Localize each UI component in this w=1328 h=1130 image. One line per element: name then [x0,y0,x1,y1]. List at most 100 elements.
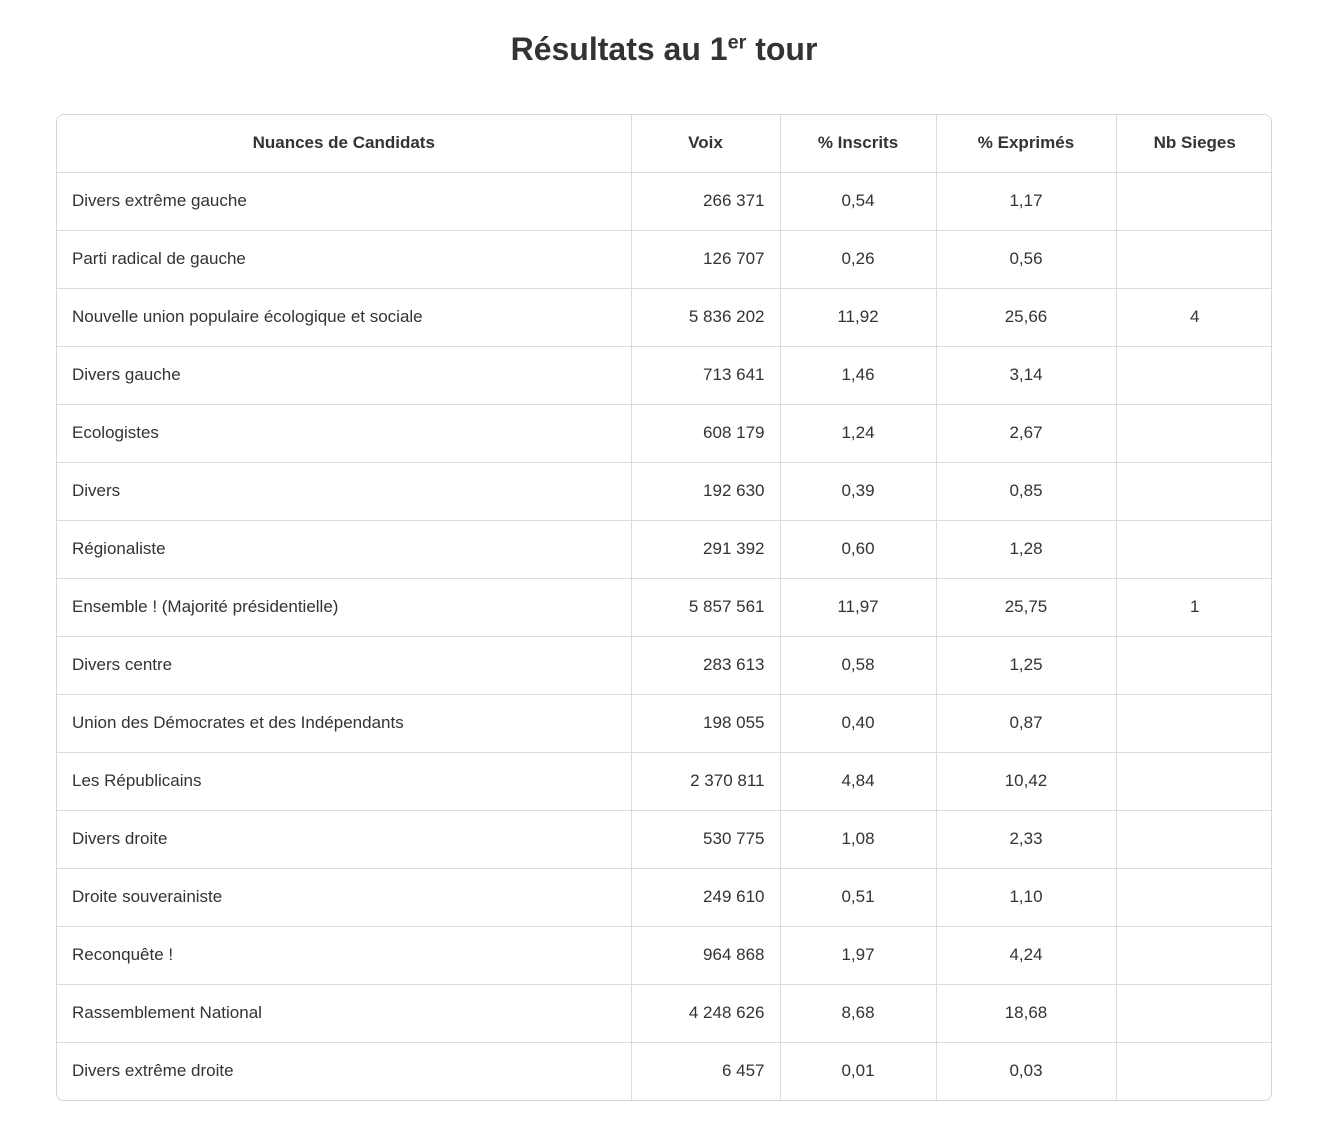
sieges-cell [1116,693,1271,752]
header-row: Nuances de Candidats Voix % Inscrits % E… [57,115,1271,172]
exprimes-cell: 25,75 [936,577,1117,636]
inscrits-cell: 1,24 [780,403,937,462]
column-header-sieges: Nb Sieges [1116,115,1271,172]
table-row: Divers 192 630 0,39 0,85 [57,461,1271,520]
nuance-cell: Ecologistes [57,403,632,462]
results-table: Nuances de Candidats Voix % Inscrits % E… [57,115,1271,1100]
exprimes-cell: 1,28 [936,519,1117,578]
page-title: Résultats au 1er tour [0,28,1328,70]
sieges-cell [1116,461,1271,520]
table-row: Droite souverainiste 249 610 0,51 1,10 [57,867,1271,926]
table-row: Reconquête ! 964 868 1,97 4,24 [57,925,1271,984]
exprimes-cell: 1,10 [936,867,1117,926]
nuance-cell: Régionaliste [57,519,632,578]
sieges-cell [1116,751,1271,810]
sieges-cell [1116,171,1271,230]
exprimes-cell: 0,56 [936,229,1117,288]
table-row: Divers centre 283 613 0,58 1,25 [57,635,1271,694]
inscrits-cell: 0,58 [780,635,937,694]
column-header-exprimes: % Exprimés [936,115,1117,172]
inscrits-cell: 0,39 [780,461,937,520]
table-row: Régionaliste 291 392 0,60 1,28 [57,519,1271,578]
voix-cell: 6 457 [631,1041,781,1100]
nuance-cell: Divers extrême gauche [57,171,632,230]
voix-cell: 192 630 [631,461,781,520]
exprimes-cell: 4,24 [936,925,1117,984]
inscrits-cell: 0,51 [780,867,937,926]
table-row: Union des Démocrates et des Indépendants… [57,693,1271,752]
table-body: Divers extrême gauche 266 371 0,54 1,17 Part… [57,171,1271,1100]
table-row: Rassemblement National 4 248 626 8,68 18,68 [57,983,1271,1042]
nuance-cell: Divers centre [57,635,632,694]
exprimes-cell: 2,33 [936,809,1117,868]
sieges-cell [1116,983,1271,1042]
voix-cell: 283 613 [631,635,781,694]
sieges-cell [1116,635,1271,694]
voix-cell: 530 775 [631,809,781,868]
inscrits-cell: 0,40 [780,693,937,752]
sieges-cell: 1 [1116,577,1271,636]
table-row: Les Républicains 2 370 811 4,84 10,42 [57,751,1271,810]
nuance-cell: Droite souverainiste [57,867,632,926]
sieges-cell [1116,345,1271,404]
table-row: Parti radical de gauche 126 707 0,26 0,56 [57,229,1271,288]
exprimes-cell: 10,42 [936,751,1117,810]
exprimes-cell: 25,66 [936,287,1117,346]
inscrits-cell: 1,46 [780,345,937,404]
sieges-cell [1116,809,1271,868]
nuance-cell: Union des Démocrates et des Indépendants [57,693,632,752]
table-header: Nuances de Candidats Voix % Inscrits % E… [57,115,1271,172]
sieges-cell [1116,867,1271,926]
voix-cell: 198 055 [631,693,781,752]
table-row: Divers droite 530 775 1,08 2,33 [57,809,1271,868]
voix-cell: 713 641 [631,345,781,404]
inscrits-cell: 0,60 [780,519,937,578]
table-row: Divers gauche 713 641 1,46 3,14 [57,345,1271,404]
nuance-cell: Divers extrême droite [57,1041,632,1100]
sieges-cell [1116,925,1271,984]
column-header-nuances: Nuances de Candidats [57,115,632,172]
exprimes-cell: 0,85 [936,461,1117,520]
nuance-cell: Nouvelle union populaire écologique et s… [57,287,632,346]
table-row: Ecologistes 608 179 1,24 2,67 [57,403,1271,462]
exprimes-cell: 0,87 [936,693,1117,752]
exprimes-cell: 3,14 [936,345,1117,404]
voix-cell: 964 868 [631,925,781,984]
exprimes-cell: 1,17 [936,171,1117,230]
voix-cell: 2 370 811 [631,751,781,810]
sieges-cell: 4 [1116,287,1271,346]
nuance-cell: Divers droite [57,809,632,868]
inscrits-cell: 1,08 [780,809,937,868]
nuance-cell: Rassemblement National [57,983,632,1042]
column-header-inscrits: % Inscrits [780,115,937,172]
voix-cell: 249 610 [631,867,781,926]
page-title-suffix: tour [746,31,818,67]
sieges-cell [1116,403,1271,462]
table-row: Divers extrême gauche 266 371 0,54 1,17 [57,171,1271,230]
inscrits-cell: 0,01 [780,1041,937,1100]
inscrits-cell: 11,92 [780,287,937,346]
exprimes-cell: 0,03 [936,1041,1117,1100]
inscrits-cell: 4,84 [780,751,937,810]
exprimes-cell: 1,25 [936,635,1117,694]
voix-cell: 608 179 [631,403,781,462]
inscrits-cell: 0,26 [780,229,937,288]
nuance-cell: Parti radical de gauche [57,229,632,288]
voix-cell: 126 707 [631,229,781,288]
voix-cell: 5 836 202 [631,287,781,346]
nuance-cell: Reconquête ! [57,925,632,984]
table-row: Ensemble ! (Majorité présidentielle) 5 85… [57,577,1271,636]
nuance-cell: Divers [57,461,632,520]
voix-cell: 266 371 [631,171,781,230]
exprimes-cell: 18,68 [936,983,1117,1042]
inscrits-cell: 11,97 [780,577,937,636]
nuance-cell: Ensemble ! (Majorité présidentielle) [57,577,632,636]
inscrits-cell: 1,97 [780,925,937,984]
voix-cell: 4 248 626 [631,983,781,1042]
nuance-cell: Divers gauche [57,345,632,404]
voix-cell: 5 857 561 [631,577,781,636]
voix-cell: 291 392 [631,519,781,578]
exprimes-cell: 2,67 [936,403,1117,462]
sieges-cell [1116,519,1271,578]
inscrits-cell: 0,54 [780,171,937,230]
